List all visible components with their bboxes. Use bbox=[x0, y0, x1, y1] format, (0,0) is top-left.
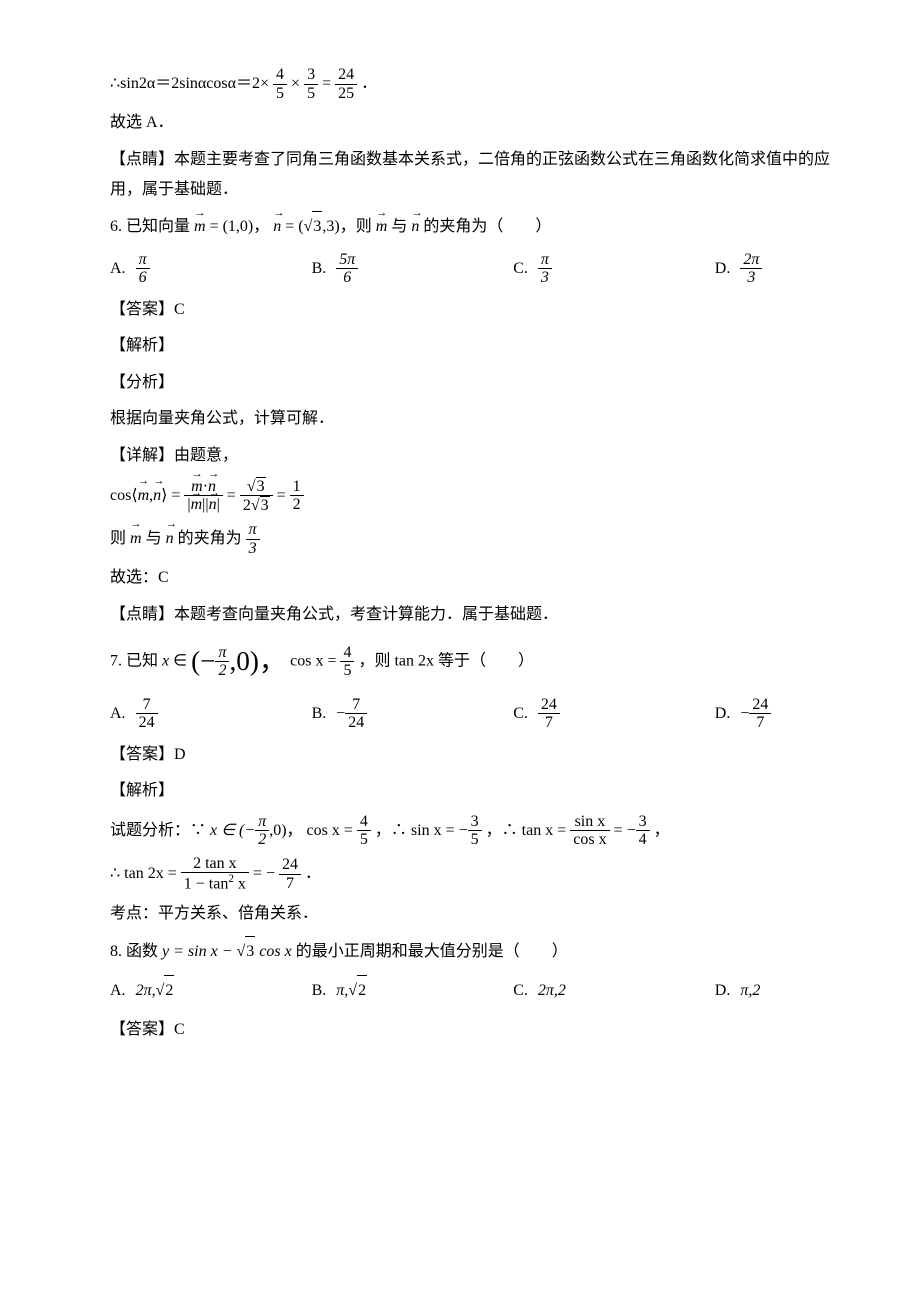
q7-options: A. 724 B. − 724 C. 247 D. − 247 bbox=[110, 696, 830, 732]
q7-answer: 【答案】D bbox=[110, 740, 830, 770]
q7-jiexi: 【解析】 bbox=[110, 776, 830, 806]
q6-options: A. π6 B. 5π6 C. π3 D. 2π3 bbox=[110, 251, 830, 287]
q7-opt-c: C. 247 bbox=[513, 696, 715, 732]
vec-m: m bbox=[194, 212, 206, 242]
sqrt-3: 3 bbox=[304, 211, 323, 242]
q6-fenxi: 【分析】 bbox=[110, 368, 830, 398]
q7-analysis-l2: ∴ tan 2x = 2 tan x 1 − tan2 x = − 247 ． bbox=[110, 855, 830, 894]
frac-24-25: 2425 bbox=[335, 66, 357, 102]
q6-fenxi-text: 根据向量夹角公式，计算可解． bbox=[110, 404, 830, 434]
q6-conclusion: 则 m 与 n 的夹角为 π3 bbox=[110, 521, 830, 557]
frac-half: 12 bbox=[290, 478, 304, 514]
q7-opt-b: B. − 724 bbox=[312, 696, 514, 732]
q8-opt-c: C. 2π,2 bbox=[513, 975, 715, 1006]
q7-opt-d: D. − 247 bbox=[715, 696, 830, 732]
q8-opt-b: B. π,2 bbox=[312, 975, 514, 1006]
q7-stem: 7. 已知 x ∈ (−π2,0)， cos x = 45 ，则 tan 2x … bbox=[110, 636, 830, 688]
q6-dianjing: 【点睛】本题考查向量夹角公式，考查计算能力．属于基础题． bbox=[110, 600, 830, 630]
q6-opt-c: C. π3 bbox=[513, 251, 715, 287]
q5-solution-line1: ∴sin2α＝2sinαcosα＝2× 45 × 35 = 2425 ． bbox=[110, 66, 830, 102]
q6-answer: 【答案】C bbox=[110, 295, 830, 325]
q5-dianjing: 【点睛】本题主要考查了同角三角函数基本关系式，二倍角的正弦函数公式在三角函数化简… bbox=[110, 145, 830, 206]
frac-sqrt3: 3 23 bbox=[240, 477, 273, 515]
q8-answer: 【答案】C bbox=[110, 1015, 830, 1045]
q7-opt-a: A. 724 bbox=[110, 696, 312, 732]
q8-options: A. 2π,2 B. π,2 C. 2π,2 D. π,2 bbox=[110, 975, 830, 1006]
q6-opt-d: D. 2π3 bbox=[715, 251, 830, 287]
vec-n: n bbox=[273, 212, 281, 242]
q6-opt-b: B. 5π6 bbox=[312, 251, 514, 287]
q7-kaodian: 考点：平方关系、倍角关系． bbox=[110, 899, 830, 929]
times: × bbox=[291, 75, 300, 92]
frac-mn: m·n |m||n| bbox=[184, 478, 222, 514]
q6-guxuan: 故选：C bbox=[110, 563, 830, 593]
q6-xiangjie: 【详解】由题意， bbox=[110, 441, 830, 471]
frac-3-5: 35 bbox=[304, 66, 318, 102]
q6-formula: cos⟨m,n⟩ = m·n |m||n| = 3 23 = 12 bbox=[110, 477, 830, 515]
q8-opt-d: D. π,2 bbox=[715, 975, 830, 1006]
period: ． bbox=[361, 75, 377, 92]
q5-guxuan: 故选 A． bbox=[110, 108, 830, 138]
q6-jiexi: 【解析】 bbox=[110, 331, 830, 361]
frac-4-5: 45 bbox=[273, 66, 287, 102]
text: ∴sin2α＝2sinαcosα＝2× bbox=[110, 75, 269, 92]
q6-opt-a: A. π6 bbox=[110, 251, 312, 287]
q7-analysis-l1: 试题分析：∵ x ∈ (−π2,0)， cos x = 45 ，∴ sin x … bbox=[110, 813, 830, 849]
vec-m2: m bbox=[376, 212, 388, 242]
q8-stem: 8. 函数 y = sin x − 3 cos x 的最小正周期和最大值分别是（… bbox=[110, 936, 830, 967]
q6-stem: 6. 已知向量 m = (1,0)， n = (3,3)，则 m 与 n 的夹角… bbox=[110, 211, 830, 242]
q8-opt-a: A. 2π,2 bbox=[110, 975, 312, 1006]
eq: = bbox=[322, 75, 331, 92]
vec-n2: n bbox=[411, 212, 419, 242]
